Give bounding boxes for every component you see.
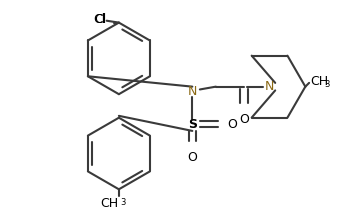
Text: Cl: Cl bbox=[94, 13, 106, 26]
Text: S: S bbox=[188, 118, 197, 131]
Text: Cl: Cl bbox=[93, 13, 106, 26]
Text: 3: 3 bbox=[120, 198, 125, 207]
Text: O: O bbox=[239, 113, 249, 126]
Text: O: O bbox=[187, 151, 197, 164]
Text: CH: CH bbox=[101, 197, 118, 210]
Text: 3: 3 bbox=[324, 80, 330, 89]
Text: N: N bbox=[265, 80, 274, 93]
Text: O: O bbox=[227, 118, 237, 131]
Text: N: N bbox=[188, 85, 197, 98]
Text: CH: CH bbox=[310, 75, 328, 88]
